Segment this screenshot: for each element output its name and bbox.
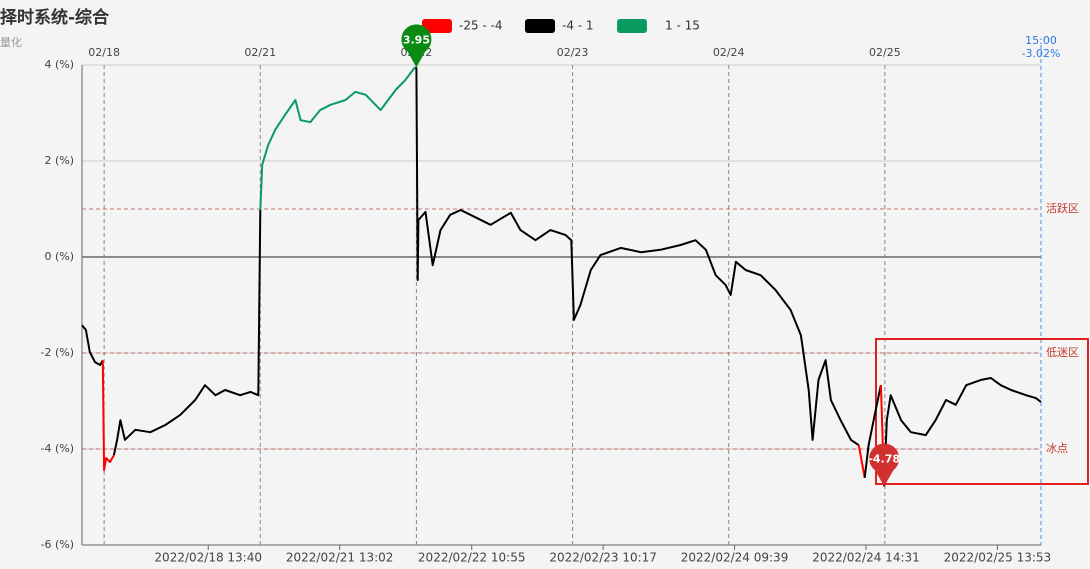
x-tick-label: 02/24 — [713, 46, 745, 59]
y-tick-label: -6 (%) — [41, 538, 75, 551]
x-tick-label: 2022/02/18 13:40 — [154, 551, 262, 565]
index-line — [883, 377, 1042, 487]
index-line — [863, 384, 882, 478]
legend-swatch — [422, 19, 452, 33]
x-tick-label: 2022/02/22 10:55 — [418, 551, 526, 565]
end-value-label: -3.02% — [1022, 47, 1061, 60]
y-tick-label: -4 (%) — [41, 442, 75, 455]
index-line — [259, 66, 417, 211]
y-tick-label: 4 (%) — [44, 58, 74, 71]
index-line — [415, 67, 860, 447]
pin-label: -4.78 — [868, 452, 900, 465]
y-tick-label: 0 (%) — [44, 250, 74, 263]
x-tick-label: 2022/02/24 09:39 — [681, 551, 789, 565]
legend-label: -25 - -4 — [459, 19, 503, 33]
x-tick-label: 2022/02/21 13:02 — [286, 551, 394, 565]
reference-label: 冰点 — [1046, 442, 1068, 455]
x-tick-label: 2022/02/25 13:53 — [944, 551, 1052, 565]
chart-subtitle: 量化 — [0, 35, 22, 49]
x-tick-label: 2022/02/23 10:17 — [549, 551, 657, 565]
pin-marker — [869, 443, 900, 487]
legend-label: -4 - 1 — [562, 19, 594, 33]
x-tick-label: 02/18 — [88, 46, 120, 59]
legend-swatch — [617, 19, 647, 33]
end-time-label: 15:00 — [1025, 34, 1057, 47]
x-tick-label: 2022/02/24 14:31 — [812, 551, 920, 565]
index-line — [857, 445, 866, 478]
x-tick-label: 02/21 — [244, 46, 276, 59]
reference-label: 低迷区 — [1046, 346, 1079, 359]
legend-swatch — [525, 19, 555, 33]
reference-label: 活跃区 — [1046, 201, 1079, 215]
pin-label: 3.95 — [403, 33, 430, 46]
index-line — [101, 360, 115, 472]
pin-marker — [401, 24, 432, 68]
index-line — [81, 324, 104, 366]
index-line — [112, 209, 262, 456]
x-tick-label: 02/23 — [557, 46, 589, 59]
legend-label: 1 - 15 — [665, 19, 700, 33]
y-tick-label: 2 (%) — [44, 154, 74, 167]
y-tick-label: -2 (%) — [41, 346, 75, 359]
x-tick-label: 02/25 — [869, 46, 901, 59]
chart-title: 择时系统-综合 — [0, 7, 110, 28]
